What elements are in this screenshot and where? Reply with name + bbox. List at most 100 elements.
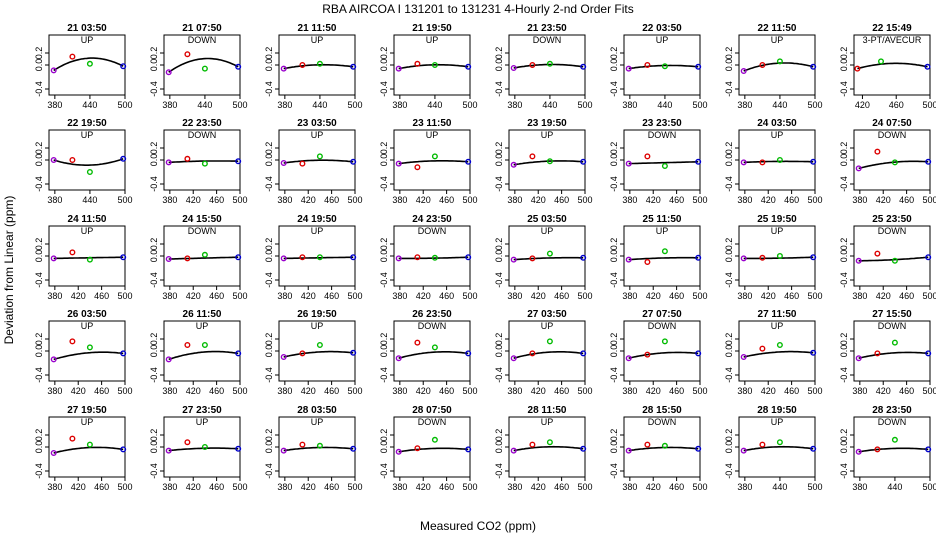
x-tick-label: 440 bbox=[197, 100, 212, 110]
x-tick-label: 380 bbox=[737, 195, 752, 205]
x-tick-label: 380 bbox=[737, 100, 752, 110]
data-point bbox=[201, 444, 208, 451]
data-point bbox=[431, 436, 438, 443]
x-tick-label: 420 bbox=[416, 386, 431, 396]
y-tick-label: 0.2 bbox=[149, 142, 159, 155]
data-point bbox=[184, 439, 191, 446]
data-point bbox=[165, 159, 172, 166]
data-point bbox=[184, 51, 191, 58]
y-tick-label: 0.0 bbox=[379, 345, 389, 358]
y-tick-label: -0.4 bbox=[264, 81, 274, 97]
y-tick-label: -0.4 bbox=[149, 367, 159, 383]
y-tick-label: 0.2 bbox=[379, 429, 389, 442]
x-tick-label: 380 bbox=[277, 482, 292, 492]
data-point bbox=[235, 63, 242, 70]
y-tick-label: 0.0 bbox=[264, 250, 274, 263]
y-tick-label: -0.4 bbox=[149, 81, 159, 97]
x-tick-label: 420 bbox=[301, 195, 316, 205]
y-tick-label: 0.2 bbox=[609, 47, 619, 60]
y-tick-label: 0.2 bbox=[494, 429, 504, 442]
data-point bbox=[546, 250, 553, 257]
data-point bbox=[874, 250, 881, 257]
fit-curve bbox=[168, 57, 239, 73]
fit-curve bbox=[628, 161, 699, 165]
data-point bbox=[925, 254, 932, 261]
panel-title: 28 15:50 bbox=[642, 405, 682, 416]
x-tick-label: 500 bbox=[577, 482, 592, 492]
data-point bbox=[625, 160, 632, 167]
data-point bbox=[235, 445, 242, 452]
data-point bbox=[165, 256, 172, 263]
panel-title: 22 15:49 bbox=[872, 23, 912, 34]
y-tick-label: -0.4 bbox=[494, 463, 504, 479]
y-tick-label: -0.4 bbox=[839, 272, 849, 288]
data-point bbox=[776, 252, 783, 259]
y-tick-label: 0.2 bbox=[34, 333, 44, 346]
data-point bbox=[661, 248, 668, 255]
x-tick-label: 420 bbox=[876, 291, 891, 301]
y-tick-label: 0.0 bbox=[494, 345, 504, 358]
data-point bbox=[395, 255, 402, 262]
panel: 22 15:493-PT/AVECUR -0.4 0.00.2 420 460 500 bbox=[839, 23, 936, 110]
y-tick-label: 0.0 bbox=[724, 154, 734, 167]
x-tick-label: 380 bbox=[47, 100, 62, 110]
panel-label: UP bbox=[311, 130, 324, 140]
x-tick-label: 460 bbox=[554, 291, 569, 301]
y-tick-label: 0.2 bbox=[724, 47, 734, 60]
x-tick-label: 460 bbox=[209, 386, 224, 396]
data-point bbox=[878, 58, 885, 65]
data-point bbox=[395, 65, 402, 72]
data-point bbox=[395, 355, 402, 362]
x-tick-label: 380 bbox=[622, 100, 637, 110]
x-tick-label: 380 bbox=[392, 100, 407, 110]
data-point bbox=[316, 342, 323, 349]
x-tick-label: 380 bbox=[162, 291, 177, 301]
y-tick-label: 0.0 bbox=[34, 345, 44, 358]
data-point bbox=[546, 338, 553, 345]
panel-title: 23 03:50 bbox=[297, 118, 337, 129]
y-tick-label: 0.2 bbox=[34, 47, 44, 60]
data-point bbox=[891, 436, 898, 443]
x-tick-label: 500 bbox=[232, 195, 247, 205]
x-tick-label: 440 bbox=[312, 100, 327, 110]
panel-label: UP bbox=[196, 417, 209, 427]
y-tick-label: -0.4 bbox=[149, 272, 159, 288]
panel-label: UP bbox=[541, 417, 554, 427]
x-tick-label: 460 bbox=[669, 386, 684, 396]
x-tick-label: 500 bbox=[692, 482, 707, 492]
x-tick-label: 380 bbox=[277, 195, 292, 205]
data-point bbox=[874, 350, 881, 357]
y-tick-label: 0.0 bbox=[379, 59, 389, 72]
y-tick-label: -0.4 bbox=[264, 176, 274, 192]
x-tick-label: 460 bbox=[784, 291, 799, 301]
y-tick-label: -0.4 bbox=[839, 463, 849, 479]
panel-title: 22 19:50 bbox=[67, 118, 107, 129]
data-point bbox=[86, 441, 93, 448]
x-tick-label: 420 bbox=[761, 291, 776, 301]
y-tick-label: 0.2 bbox=[494, 47, 504, 60]
x-axis-title: Measured CO2 (ppm) bbox=[420, 519, 536, 533]
y-tick-label: 0.2 bbox=[264, 429, 274, 442]
panel-label: DOWN bbox=[533, 35, 562, 45]
y-tick-label: 0.0 bbox=[379, 154, 389, 167]
fit-curve bbox=[858, 447, 929, 453]
data-point bbox=[695, 63, 702, 70]
panel-label: DOWN bbox=[648, 321, 677, 331]
data-point bbox=[740, 255, 747, 262]
panel-label: UP bbox=[81, 226, 94, 236]
data-point bbox=[529, 350, 536, 357]
